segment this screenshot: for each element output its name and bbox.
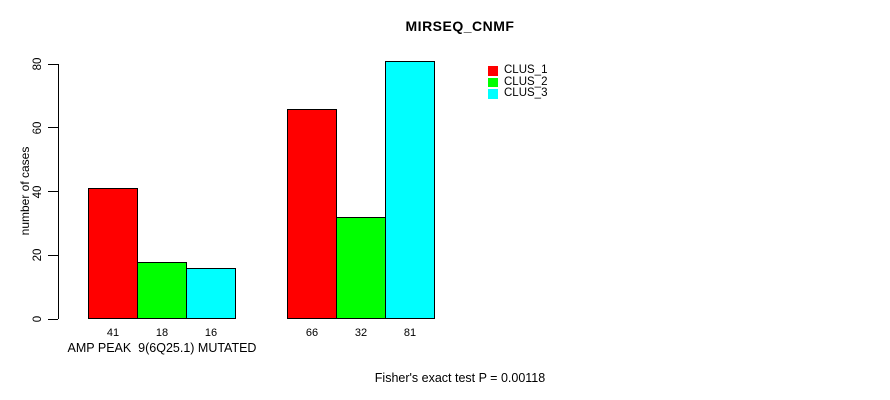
legend-item: CLUS_2 bbox=[488, 75, 548, 89]
legend-label: CLUS_3 bbox=[504, 87, 548, 100]
bar-value-label: 18 bbox=[155, 327, 169, 339]
bar-value-label: 16 bbox=[204, 327, 218, 339]
legend-label: CLUS_2 bbox=[504, 75, 548, 88]
y-axis-line bbox=[58, 64, 59, 319]
legend-color-swatch bbox=[488, 89, 498, 99]
bar-clus_3 bbox=[385, 61, 435, 319]
bar-value-label: 32 bbox=[354, 327, 368, 339]
y-tick-label: 0 bbox=[32, 315, 44, 323]
bar-clus_2 bbox=[336, 217, 386, 319]
legend-label: CLUS_1 bbox=[504, 64, 548, 77]
bar-value-label: 66 bbox=[305, 327, 319, 339]
y-axis-tick bbox=[48, 127, 58, 129]
y-tick-label: 20 bbox=[32, 248, 44, 262]
bar-clus_1 bbox=[287, 109, 337, 319]
fisher-test-label: Fisher's exact test P = 0.00118 bbox=[374, 371, 546, 385]
legend-color-swatch bbox=[488, 66, 498, 76]
y-tick-label: 60 bbox=[32, 121, 44, 135]
legend-item: CLUS_3 bbox=[488, 88, 547, 100]
y-tick-label: 80 bbox=[32, 57, 44, 71]
legend: CLUS_1 CLUS_2 CLUS_3 bbox=[488, 65, 547, 100]
y-axis-tick bbox=[48, 318, 58, 320]
x-axis-group-label: AMP PEAK 9(6Q25.1) MUTATED bbox=[67, 341, 257, 355]
y-axis-tick bbox=[48, 63, 58, 65]
bar-clus_1 bbox=[88, 188, 138, 319]
y-axis-tick bbox=[48, 254, 58, 256]
y-axis-title: number of cases bbox=[18, 146, 32, 236]
bar-clus_3 bbox=[186, 268, 236, 319]
bar-value-label: 41 bbox=[106, 327, 120, 339]
legend-item: CLUS_1 bbox=[488, 65, 547, 77]
y-tick-label: 40 bbox=[32, 185, 44, 198]
bar-value-label: 81 bbox=[403, 327, 417, 339]
bar-clus_2 bbox=[137, 262, 187, 319]
legend-color-swatch bbox=[488, 77, 498, 88]
chart-title: MIRSEQ_CNMF bbox=[405, 18, 515, 34]
y-axis-tick bbox=[48, 191, 58, 192]
